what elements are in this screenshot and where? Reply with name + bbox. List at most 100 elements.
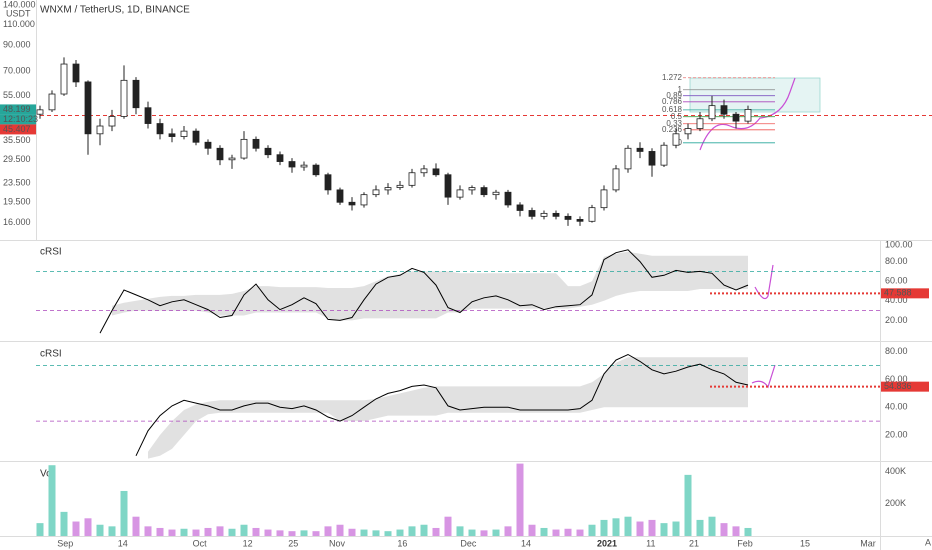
candle-body xyxy=(528,210,536,217)
candle-body xyxy=(276,154,284,162)
y-tick-label: 60.00 xyxy=(885,276,908,286)
marker-tag xyxy=(881,288,929,299)
candle-body xyxy=(300,164,308,168)
candle-body xyxy=(480,187,488,196)
candle-body xyxy=(312,164,320,176)
candle-body xyxy=(120,79,128,117)
candle-body xyxy=(360,194,368,206)
x-tick-label: 12 xyxy=(243,538,253,548)
y-tick-label: 70.000 xyxy=(3,65,31,75)
y-tick-label: 80.00 xyxy=(885,256,908,266)
candle-body xyxy=(732,113,740,122)
candle-body xyxy=(228,157,236,161)
candle-body xyxy=(168,133,176,137)
volume-bar xyxy=(408,526,416,536)
candle-body xyxy=(348,201,356,206)
candle-body xyxy=(180,130,188,137)
candle-body xyxy=(576,219,584,222)
candle-body xyxy=(744,109,752,122)
volume-bar xyxy=(384,531,392,536)
countdown-tag xyxy=(0,114,36,125)
volume-bar xyxy=(204,527,212,536)
y-tick-label: 40.00 xyxy=(885,402,908,412)
x-tick-label: 25 xyxy=(288,538,298,548)
panel-title: cRSI xyxy=(40,247,62,258)
y-tick-label: 20.00 xyxy=(885,429,908,439)
marker-label: 47.588 xyxy=(884,288,912,298)
last-price-label: 48.199 xyxy=(3,104,31,114)
x-tick-label: 21 xyxy=(689,538,699,548)
y-tick-label: 55.000 xyxy=(3,90,31,100)
y-tick-label: 23.500 xyxy=(3,177,31,187)
x-tick-label: 14 xyxy=(118,538,128,548)
y-tick-label: 400K xyxy=(885,466,906,476)
candle-body xyxy=(372,189,380,196)
volume-bar xyxy=(540,527,548,536)
volume-bar xyxy=(252,527,260,536)
volume-bar xyxy=(48,465,56,536)
volume-bar xyxy=(480,530,488,536)
fib-label: 0.618 xyxy=(662,105,683,114)
volume-bar xyxy=(168,529,176,536)
candle-body xyxy=(684,128,692,135)
fib-label: 0.236 xyxy=(662,125,683,134)
marker-label: 54.836 xyxy=(884,381,912,391)
x-tick-label: 2021 xyxy=(597,538,617,548)
volume-bar xyxy=(72,521,80,536)
fib-label: 0.5 xyxy=(671,112,683,121)
volume-bar xyxy=(732,526,740,536)
volume-bar xyxy=(636,521,644,536)
volume-bar xyxy=(612,518,620,536)
candle-body xyxy=(492,191,500,196)
volume-bar xyxy=(288,531,296,536)
volume-bar xyxy=(708,516,716,536)
candle-body xyxy=(708,105,716,120)
projection-curve xyxy=(699,77,796,151)
candle-body xyxy=(204,141,212,149)
volume-bar xyxy=(144,526,152,536)
y-tick-label: 90.000 xyxy=(3,40,31,50)
fib-label: 0.33 xyxy=(666,119,682,128)
volume-bar xyxy=(672,521,680,536)
y-tick-label: 140.000 xyxy=(3,0,36,9)
candle-body xyxy=(636,147,644,152)
volume-bar xyxy=(372,530,380,536)
fib-label: 0.786 xyxy=(662,97,683,106)
candle-body xyxy=(240,138,248,159)
candle-body xyxy=(132,79,140,109)
volume-bar xyxy=(108,526,116,536)
volume-bar xyxy=(84,518,92,536)
volume-bar xyxy=(228,528,236,536)
auto-scale-button[interactable]: A xyxy=(925,537,931,547)
candle-body xyxy=(48,93,56,111)
unit-label: USDT xyxy=(6,8,31,18)
volume-bar xyxy=(312,531,320,536)
y-tick-label: 80.00 xyxy=(885,346,908,356)
reference-tag xyxy=(0,124,36,135)
candle-body xyxy=(384,187,392,191)
volume-bar xyxy=(516,463,524,536)
candle-body xyxy=(192,130,200,143)
candle-body xyxy=(336,189,344,203)
candle-body xyxy=(624,147,632,170)
x-tick-label: 14 xyxy=(521,538,531,548)
candle-body xyxy=(96,125,104,135)
y-tick-label: 19.500 xyxy=(3,197,31,207)
volume-bar xyxy=(504,526,512,536)
y-tick-label: 20.00 xyxy=(885,315,908,325)
chart-title: WNXM / TetherUS, 1D, BINANCE xyxy=(40,5,190,16)
candle-body xyxy=(324,174,332,191)
volume-bar xyxy=(660,523,668,536)
volume-bar xyxy=(552,529,560,536)
candle-body xyxy=(396,184,404,188)
candle-body xyxy=(696,118,704,129)
y-tick-label: 40.00 xyxy=(885,295,908,305)
candle-body xyxy=(84,81,92,135)
band-area xyxy=(112,251,748,321)
x-tick-label: Dec xyxy=(460,538,477,548)
volume-bar xyxy=(132,516,140,536)
volume-bar xyxy=(624,516,632,536)
x-tick-label: Oct xyxy=(193,538,208,548)
candle-body xyxy=(660,144,668,166)
